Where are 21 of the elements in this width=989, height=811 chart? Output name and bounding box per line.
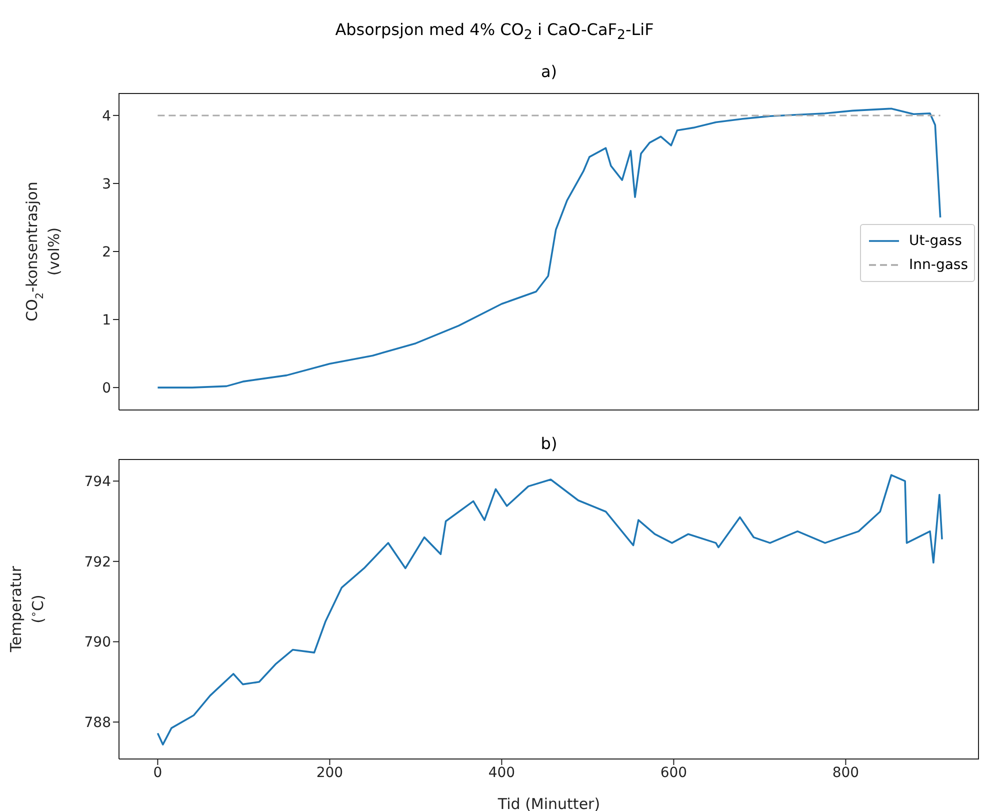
x-tick-label: 0 — [153, 764, 162, 781]
x-tick-label: 400 — [488, 764, 516, 781]
y-tick-label: 1 — [102, 312, 111, 328]
y-tick-label: 4 — [102, 108, 112, 124]
y-tick-label: 2 — [102, 244, 111, 260]
y-tick-label: 794 — [84, 474, 112, 490]
y-tick-label: 788 — [84, 715, 111, 732]
y-tick-label: 790 — [84, 634, 111, 651]
y-tick-label: 3 — [102, 176, 111, 192]
line-series — [156, 474, 943, 746]
x-axis-title: Tid (Minutter) — [496, 795, 600, 811]
chart-subtitle: a) — [540, 61, 558, 83]
chart-subtitle: b) — [540, 433, 558, 455]
x-tick-label: 600 — [660, 764, 688, 781]
x-tick-label: 200 — [316, 764, 344, 781]
y-tick-label: 792 — [84, 554, 111, 570]
legend-label: Ut-gass — [909, 232, 962, 248]
y-tick-label: 0 — [102, 380, 111, 397]
x-tick-label: 800 — [832, 764, 860, 781]
legend-label: Inn-gass — [909, 256, 968, 272]
chart-title: Absorpsjon med 4% CO$_{2}$ i CaO-CaF$_{2}$-LiF — [334, 19, 655, 46]
